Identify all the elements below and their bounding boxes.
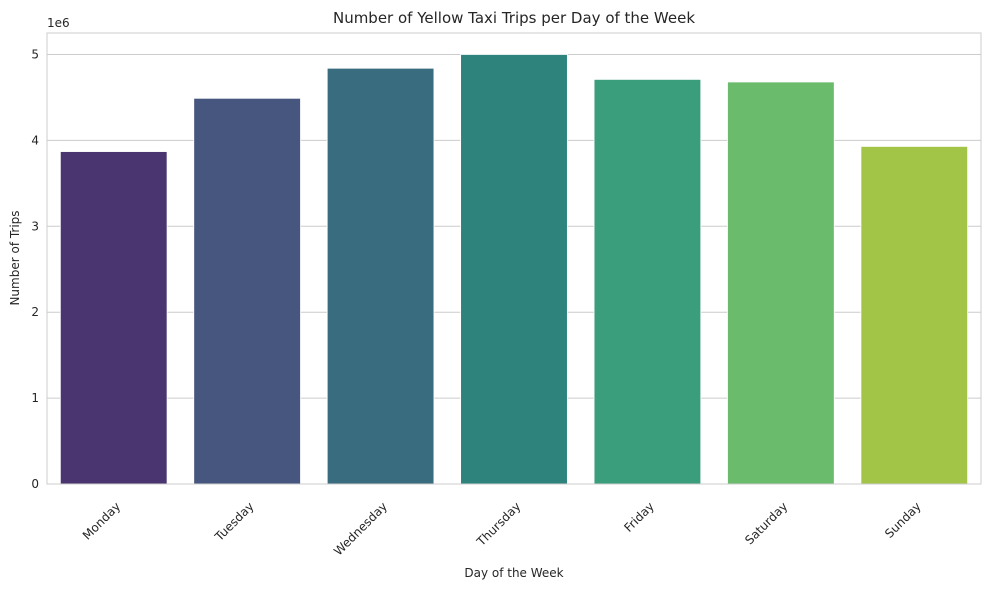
y-tick-label: 1 xyxy=(31,391,39,405)
bar-monday xyxy=(59,151,168,485)
x-tick-label-sunday: Sunday xyxy=(882,499,924,541)
x-tick-label-saturday: Saturday xyxy=(742,499,790,547)
bar-tuesday xyxy=(193,97,301,485)
bar-friday xyxy=(593,78,702,485)
y-axis-ticks: 0 1 2 3 4 5 xyxy=(31,47,39,491)
y-tick-label: 0 xyxy=(31,477,39,491)
bars xyxy=(59,54,969,485)
x-axis-ticks: Monday Tuesday Wednesday Thursday Friday Satu… xyxy=(80,499,924,558)
bar-wednesday xyxy=(326,67,435,485)
y-tick-label: 5 xyxy=(31,47,39,61)
x-tick-label-wednesday: Wednesday xyxy=(331,499,390,558)
y-tick-label: 3 xyxy=(31,219,39,233)
x-tick-label-friday: Friday xyxy=(621,499,657,535)
y-axis-label: Number of Trips xyxy=(8,210,22,305)
bar-saturday xyxy=(727,81,835,485)
x-axis-label: Day of the Week xyxy=(464,566,563,580)
x-tick-label-thursday: Thursday xyxy=(473,499,523,549)
bar-thursday xyxy=(460,54,568,485)
chart-title: Number of Yellow Taxi Trips per Day of t… xyxy=(333,9,695,27)
bar-sunday xyxy=(860,145,969,485)
plot-frame xyxy=(46,32,982,485)
y-tick-label: 4 xyxy=(31,133,39,147)
y-axis-offset-label: 1e6 xyxy=(47,16,70,30)
x-tick-label-tuesday: Tuesday xyxy=(212,499,257,544)
y-tick-label: 2 xyxy=(31,305,39,319)
x-tick-label-monday: Monday xyxy=(80,499,123,542)
